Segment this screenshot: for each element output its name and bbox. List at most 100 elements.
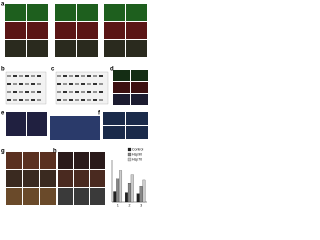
blot-band [57, 91, 61, 93]
micrograph [27, 4, 48, 21]
blot-band [75, 83, 79, 85]
micrograph [104, 40, 125, 57]
micrograph [23, 152, 39, 169]
blot-band [57, 83, 61, 85]
micrograph [40, 170, 56, 187]
blot-band [87, 91, 91, 93]
micrograph [58, 170, 73, 187]
micrograph [113, 70, 130, 81]
blot-band [57, 99, 61, 101]
blot-band [13, 99, 17, 101]
micrograph [23, 188, 39, 205]
micrograph [113, 94, 130, 105]
blot-band [81, 91, 85, 93]
blot-band [13, 91, 17, 93]
micrograph [58, 188, 73, 205]
legend-swatch [127, 157, 132, 162]
bar [125, 192, 128, 203]
bar [127, 183, 131, 203]
blot-band [99, 75, 103, 77]
micrograph [113, 82, 130, 93]
micrograph [131, 82, 148, 93]
micrograph [103, 112, 125, 125]
bar [130, 174, 134, 203]
blot-band [75, 75, 79, 77]
blot-band [7, 83, 11, 85]
bar [113, 191, 117, 203]
panel-letter: g [1, 149, 5, 155]
panel-letter: c [51, 67, 55, 73]
panel-letter: e [1, 111, 5, 117]
blot-band [93, 91, 97, 93]
blot-band [99, 83, 103, 85]
blot-band [63, 75, 67, 77]
bar [119, 170, 123, 203]
micrograph [90, 152, 105, 169]
blot [5, 71, 47, 105]
blot-band [37, 91, 41, 93]
x-tick-label: 2 [129, 203, 131, 207]
blot-band [81, 83, 85, 85]
micrograph [58, 152, 73, 169]
blot-band [87, 83, 91, 85]
blot-band [25, 83, 29, 85]
micrograph [126, 22, 147, 39]
micrograph [126, 112, 148, 125]
micrograph [103, 126, 125, 139]
x-tick-label: 1 [117, 203, 119, 207]
blot-band [13, 75, 17, 77]
micrograph [27, 40, 48, 57]
micrograph [131, 70, 148, 81]
x-tick-label: 3 [140, 203, 142, 207]
blot-band [25, 99, 29, 101]
blot-band [19, 83, 23, 85]
micrograph [50, 116, 100, 140]
blot-band [13, 83, 17, 85]
micrograph [55, 4, 76, 21]
micrograph [77, 4, 98, 21]
blot-band [57, 75, 61, 77]
bar [139, 186, 143, 203]
blot-band [7, 91, 11, 93]
blot-band [63, 91, 67, 93]
micrograph [5, 40, 26, 57]
blot-band [63, 83, 67, 85]
micrograph [5, 22, 26, 39]
legend-label: Hsp90 [132, 152, 142, 156]
legend-label: Hsp70 [132, 157, 142, 161]
bar [116, 178, 120, 203]
blot-band [63, 99, 67, 101]
legend-swatch [127, 152, 132, 157]
blot-band [31, 75, 35, 77]
blot-band [7, 99, 11, 101]
blot-band [69, 99, 73, 101]
blot-band [37, 99, 41, 101]
micrograph [77, 22, 98, 39]
panel-letter: b [1, 67, 5, 73]
micrograph [74, 152, 89, 169]
micrograph [126, 40, 147, 57]
blot-band [87, 75, 91, 77]
micrograph [23, 170, 39, 187]
blot [55, 71, 109, 105]
blot-band [93, 83, 97, 85]
micrograph [126, 126, 148, 139]
bar [136, 193, 140, 203]
blot-band [93, 75, 97, 77]
blot-band [31, 91, 35, 93]
micrograph [131, 94, 148, 105]
panel-letter: d [110, 67, 114, 73]
micrograph [55, 22, 76, 39]
micrograph [74, 188, 89, 205]
blot-band [31, 83, 35, 85]
blot-band [69, 91, 73, 93]
blot-band [75, 91, 79, 93]
blot-band [81, 75, 85, 77]
micrograph [90, 188, 105, 205]
legend-swatch [127, 147, 132, 152]
blot-band [25, 75, 29, 77]
micrograph [27, 112, 47, 136]
micrograph [126, 4, 147, 21]
panel-letter: a [1, 2, 5, 8]
